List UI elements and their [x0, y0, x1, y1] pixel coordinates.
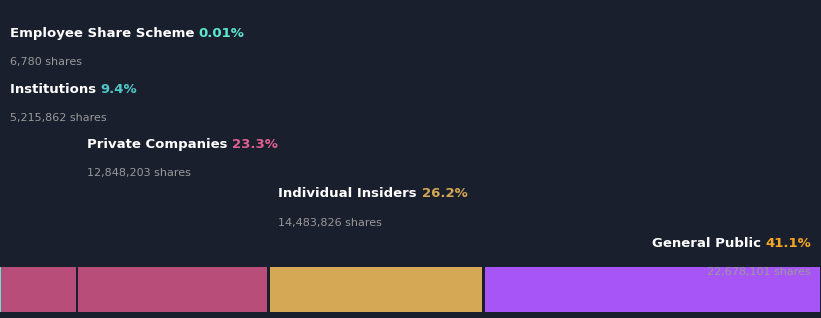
Text: 22,678,101 shares: 22,678,101 shares	[708, 267, 811, 277]
Text: 0.01%: 0.01%	[199, 27, 245, 40]
Text: 9.4%: 9.4%	[101, 83, 137, 95]
Text: 6,780 shares: 6,780 shares	[10, 57, 82, 67]
Text: 26.2%: 26.2%	[422, 188, 467, 200]
Text: 5,215,862 shares: 5,215,862 shares	[10, 113, 107, 123]
Text: Private Companies: Private Companies	[87, 138, 232, 151]
FancyBboxPatch shape	[270, 266, 483, 312]
Text: 41.1%: 41.1%	[765, 237, 811, 250]
Text: Employee Share Scheme: Employee Share Scheme	[10, 27, 199, 40]
Text: 12,848,203 shares: 12,848,203 shares	[87, 168, 191, 178]
Text: Individual Insiders: Individual Insiders	[278, 188, 422, 200]
FancyBboxPatch shape	[0, 266, 2, 312]
Text: 14,483,826 shares: 14,483,826 shares	[278, 218, 383, 228]
FancyBboxPatch shape	[485, 266, 819, 312]
FancyBboxPatch shape	[79, 266, 268, 312]
Text: Institutions: Institutions	[10, 83, 101, 95]
Text: 23.3%: 23.3%	[232, 138, 278, 151]
FancyBboxPatch shape	[2, 266, 76, 312]
Text: General Public: General Public	[652, 237, 765, 250]
